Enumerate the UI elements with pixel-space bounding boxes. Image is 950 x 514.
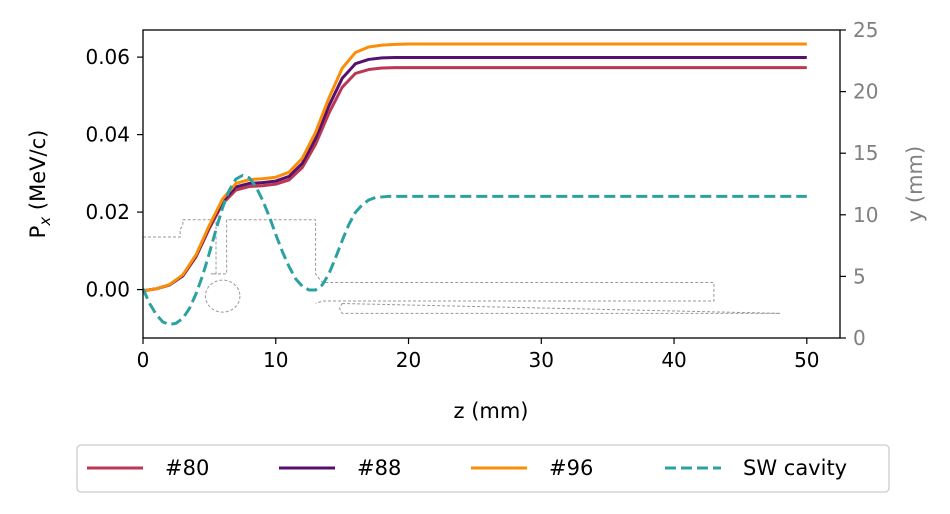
right-y-tick-label: 20 [853, 80, 878, 104]
right-y-tick-label: 5 [853, 264, 866, 288]
x-tick-label: 30 [529, 348, 554, 372]
geometry-outline-2 [338, 303, 781, 314]
left-y-tick-label: 0.00 [85, 278, 130, 302]
left-y-axis-label: Px (MeV/c) [26, 130, 54, 239]
left-y-axis-label-subscript: x [36, 217, 54, 227]
legend: #80 #88 #96 SW cavity [76, 444, 890, 493]
left-y-axis-label-main: P [26, 226, 50, 239]
left-y-axis-label-unit: (MeV/c) [26, 130, 50, 217]
cavity-geometry-outline [143, 219, 781, 314]
right-y-tick-label: 10 [853, 203, 878, 227]
x-tick-label: 10 [263, 348, 288, 372]
right-y-tick-label: 15 [853, 141, 878, 165]
x-axis-label: z (mm) [454, 399, 529, 423]
right-y-tick-label: 0 [853, 326, 866, 350]
legend-label-80: #80 [165, 456, 209, 480]
x-axis-ticks: 0 10 20 30 40 50 [137, 338, 820, 372]
right-y-axis-ticks: 0 5 10 15 20 25 [840, 18, 878, 350]
legend-label-96: #96 [549, 456, 593, 480]
geometry-outline-iris-circle [204, 279, 241, 313]
plot-frame [142, 29, 841, 339]
left-y-tick-label: 0.04 [85, 123, 130, 147]
right-y-tick-label: 25 [853, 18, 878, 42]
series-line-sw-cavity [143, 173, 807, 326]
right-y-axis-label: y (mm) [903, 146, 927, 222]
geometry-outline-1 [143, 219, 715, 304]
legend-label-88: #88 [357, 456, 401, 480]
series-line-96 [143, 42, 807, 293]
legend-label-sw-cavity: SW cavity [743, 456, 847, 480]
series-layer [143, 42, 807, 326]
left-y-axis-ticks: 0.00 0.02 0.04 0.06 [85, 45, 143, 302]
left-y-tick-label: 0.06 [85, 45, 130, 69]
x-tick-label: 20 [396, 348, 421, 372]
x-tick-label: 50 [794, 348, 819, 372]
left-y-tick-label: 0.02 [85, 200, 130, 224]
series-line-80 [143, 66, 807, 293]
x-tick-label: 0 [137, 348, 150, 372]
x-tick-label: 40 [661, 348, 686, 372]
